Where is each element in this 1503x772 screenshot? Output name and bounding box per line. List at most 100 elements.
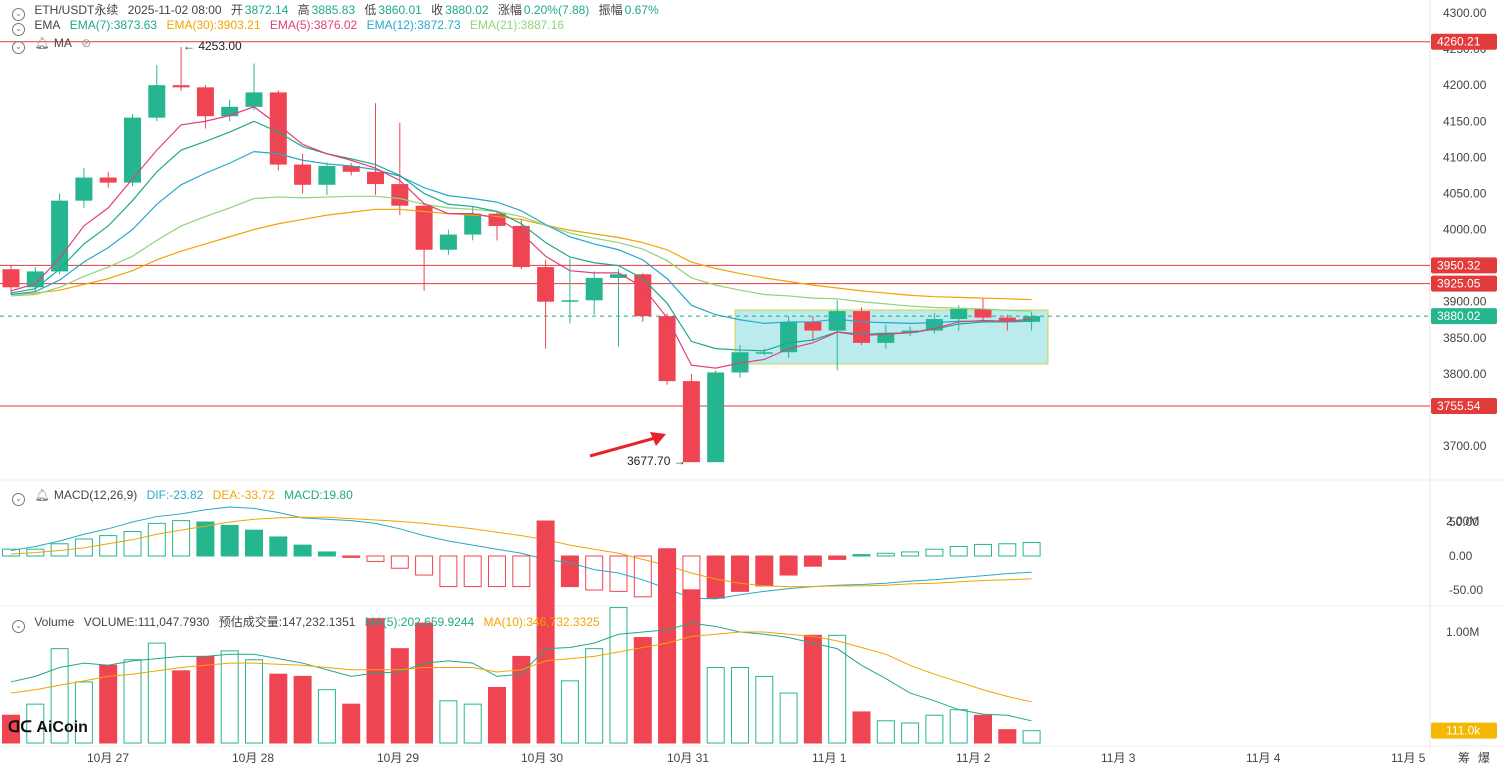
macd-bar [488, 555, 506, 588]
macd-bar [99, 535, 118, 557]
candle-body [196, 87, 214, 117]
candle-body [731, 352, 749, 373]
high-label: 高 [297, 3, 310, 17]
macd-bar [876, 552, 895, 557]
macd-bar [852, 554, 871, 557]
current-volume-tag [1431, 722, 1497, 739]
logo-text: AiCoin [36, 719, 88, 736]
volume-bar [876, 720, 895, 744]
eye-off-icon[interactable]: ⊘ [81, 36, 92, 50]
x-tick-label: 10月 28 [232, 751, 274, 765]
macd-bar [949, 545, 968, 557]
candle-body [537, 267, 555, 302]
open-value: 3872.14 [244, 3, 289, 17]
candle-body [51, 200, 69, 272]
collapse-icon[interactable]: ⌄ [12, 493, 25, 506]
volume-bar [998, 729, 1017, 744]
macd-tick-label: 50.00 [1449, 515, 1479, 529]
volume-bar [50, 648, 69, 744]
candle-body [124, 117, 141, 183]
candle-body [877, 332, 895, 343]
candle-body [2, 269, 20, 288]
macd-bar [706, 555, 725, 599]
volume-bar [26, 703, 45, 744]
ema30-value: EMA(30):3903.21 [166, 18, 261, 32]
high-value: 3885.83 [311, 3, 356, 17]
price-tick-label: 3900.00 [1443, 295, 1487, 309]
current-price-label: 3880.02 [1437, 309, 1481, 323]
macd-dif-line [10, 506, 1032, 600]
amp-value: 0.67% [624, 3, 659, 17]
volume-bar [633, 637, 652, 744]
macd-bar [731, 555, 749, 592]
price-tick-label: 4100.00 [1443, 150, 1487, 164]
bell-icon[interactable]: 🔔︎ [34, 488, 50, 502]
macd-bar [1022, 542, 1041, 557]
volume-tick-label: 2.00M [1446, 514, 1479, 528]
macd-bar [172, 520, 191, 557]
candle-body [974, 308, 992, 318]
collapse-icon[interactable]: ⌄ [12, 23, 25, 36]
volume-label: Volume [34, 615, 75, 629]
candle-body [853, 311, 870, 343]
volume-bar [317, 689, 336, 744]
candle-body [26, 271, 44, 288]
bell-icon[interactable]: 🔔︎ [34, 36, 50, 50]
volume-bar [293, 675, 312, 744]
candle-body [294, 164, 312, 185]
aicoin-logo: ᗡᑕ AiCoin [8, 717, 88, 737]
red-arrow-head [650, 432, 666, 446]
candle-body [512, 225, 530, 268]
volume-bar [1022, 730, 1041, 744]
ema7-value: EMA(7):3873.63 [69, 18, 158, 32]
level-price-label: 4260.21 [1437, 35, 1481, 49]
level-price-tag [1431, 33, 1497, 50]
price-tick-label: 4150.00 [1443, 114, 1487, 128]
volume-bar [439, 700, 458, 744]
candle-body [804, 321, 822, 331]
candle-body [998, 317, 1016, 322]
macd-tick-label: -50.00 [1449, 583, 1483, 597]
collapse-icon[interactable]: ⌄ [12, 8, 25, 21]
macd-bar [901, 551, 920, 557]
open-label: 开 [230, 3, 243, 17]
candle-body [658, 316, 676, 382]
header-info: ⌄ ETH/USDT永续 2025-11-02 08:00 开 3872.14 高… [12, 1, 665, 21]
price-tick-label: 3800.00 [1443, 367, 1487, 381]
close-label: 收 [431, 3, 444, 17]
ema5-value: EMA(5):3876.02 [269, 18, 358, 32]
candle-body [828, 311, 846, 331]
logo-mark-icon: ᗡᑕ [8, 719, 32, 736]
volume-bar [803, 634, 822, 744]
ema12-line [10, 150, 1032, 324]
candle-body [99, 177, 117, 183]
volume-bar [974, 714, 992, 744]
red-arrow-shaft [589, 436, 656, 458]
macd-bar [998, 543, 1017, 557]
volume-bar [779, 692, 798, 744]
x-tick-label: 10月 30 [521, 751, 563, 765]
volume-bar [609, 607, 628, 744]
macd-bar [779, 555, 798, 576]
macd-bar [585, 555, 604, 591]
vol-ma5-value: MA(5):202,659.9244 [364, 615, 475, 629]
macd-bar [147, 522, 166, 557]
macd-label: MACD(12,26,9) [53, 488, 138, 502]
macd-bar [390, 555, 409, 569]
macd-tick-label: 0.00 [1449, 549, 1473, 563]
collapse-icon[interactable]: ⌄ [12, 41, 25, 54]
ema12-value: EMA(12):3872.73 [366, 18, 461, 32]
level-price-label: 3755.54 [1437, 399, 1481, 413]
liquidation-tab: 爆 [1478, 751, 1490, 765]
candle-body [391, 184, 409, 206]
volume-bar [755, 675, 774, 744]
ema30-line [10, 208, 1032, 301]
collapse-icon[interactable]: ⌄ [12, 620, 25, 633]
dif-value: DIF:-23.82 [146, 488, 204, 502]
volume-bar [366, 618, 385, 744]
volume-bar [925, 714, 944, 744]
level-price-tag [1431, 397, 1497, 414]
candle-body [318, 166, 336, 185]
amp-label: 振幅 [598, 3, 623, 17]
macd-bar [366, 555, 385, 562]
